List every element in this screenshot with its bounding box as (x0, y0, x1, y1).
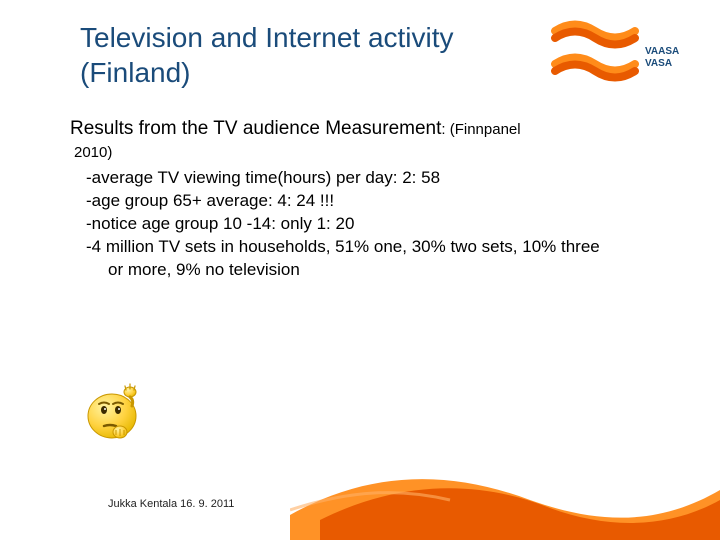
subtitle-main: Results from the TV audience Measurement (70, 118, 441, 139)
source-year: 2010) (74, 144, 680, 161)
logo-text-top: VAASA (645, 46, 679, 57)
bullet-item: -average TV viewing time(hours) per day:… (86, 167, 680, 190)
slide-title: Television and Internet activity (Finlan… (80, 20, 460, 90)
bullet-item: -4 million TV sets in households, 51% on… (86, 236, 680, 259)
logo-text-bottom: VASA (645, 58, 672, 69)
bullet-item: -age group 65+ average: 4: 24 !!! (86, 190, 680, 213)
bullet-item: or more, 9% no television (86, 259, 680, 282)
footer-credit: Jukka Kentala 16. 9. 2011 (108, 498, 234, 510)
bullet-item: -notice age group 10 -14: only 1: 20 (86, 213, 680, 236)
subtitle: Results from the TV audience Measurement… (70, 118, 680, 140)
bullet-list: -average TV viewing time(hours) per day:… (86, 167, 680, 282)
subtitle-sub: : (Finnpanel (441, 121, 520, 138)
thinking-emoji-icon (80, 380, 152, 452)
footer-wave-decoration (290, 420, 720, 540)
vaasa-logo: VAASA VASA (550, 16, 680, 96)
